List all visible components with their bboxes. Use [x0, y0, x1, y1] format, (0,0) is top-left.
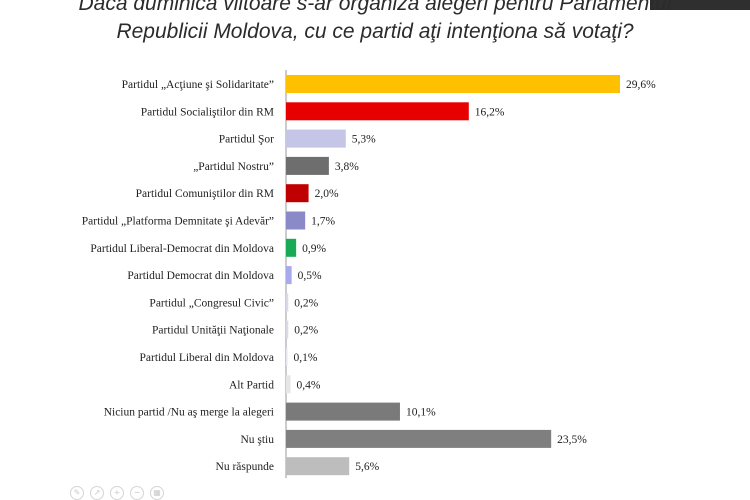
grid-icon[interactable]: ▦	[150, 486, 164, 500]
zoom-icon[interactable]: +	[110, 486, 124, 500]
bar	[286, 457, 350, 476]
bar	[286, 184, 309, 203]
pen-icon[interactable]: ✎	[70, 486, 84, 500]
category-label: Partidul „Congresul Civic”	[149, 297, 274, 309]
category-label: Partidul Şor	[219, 134, 274, 146]
category-label: „Partidul Nostru”	[193, 161, 274, 173]
value-label: 0,5%	[298, 270, 322, 282]
value-label: 29,6%	[626, 79, 656, 91]
bar	[286, 429, 552, 448]
value-label: 0,2%	[294, 297, 318, 309]
viewer-toolbar: ✎ ↗ + − ▦	[70, 486, 164, 500]
bar	[286, 102, 469, 121]
zoom-out-icon[interactable]: −	[130, 486, 144, 500]
category-label: Partidul „Platforma Demnitate şi Adevăr”	[82, 216, 274, 228]
bar	[286, 320, 289, 339]
category-label: Partidul Socialiştilor din RM	[141, 106, 274, 118]
category-label: Partidul Democrat din Moldova	[127, 270, 274, 282]
bar	[286, 156, 329, 175]
category-label: Partidul Unităţii Naţionale	[152, 325, 274, 337]
value-label: 1,7%	[311, 216, 335, 228]
bar	[286, 211, 306, 230]
value-label: 3,8%	[335, 161, 359, 173]
bar	[286, 293, 289, 312]
category-label: Nu răspunde	[216, 461, 274, 473]
value-label: 5,6%	[355, 461, 379, 473]
bar	[286, 266, 292, 285]
value-label: 0,9%	[302, 243, 326, 255]
category-label: Nu ştiu	[240, 434, 274, 446]
bar	[286, 75, 620, 93]
bar	[286, 129, 346, 148]
value-label: 0,2%	[294, 325, 318, 337]
category-label: Niciun partid /Nu aş merge la alegeri	[104, 407, 274, 419]
category-label: Partidul „Acţiune şi Solidaritate”	[122, 79, 274, 91]
value-label: 16,2%	[475, 106, 505, 118]
category-label: Alt Partid	[229, 379, 274, 391]
category-label: Partidul Comuniştilor din RM	[136, 188, 274, 200]
bar	[286, 348, 288, 366]
chart-title-line-2: Republicii Moldova, cu ce partid aţi int…	[116, 20, 634, 43]
chart-title: Dacă duminica viitoare s-ar organiza ale…	[0, 0, 750, 46]
chart-title-line-1: Dacă duminica viitoare s-ar organiza ale…	[78, 0, 672, 15]
category-label: Partidul Liberal din Moldova	[140, 352, 274, 364]
bar	[286, 402, 400, 421]
value-label: 0,4%	[297, 379, 321, 391]
value-label: 23,5%	[557, 434, 587, 446]
window-corner-tab	[650, 0, 750, 10]
bar	[286, 238, 297, 257]
bar	[286, 375, 291, 394]
share-icon[interactable]: ↗	[90, 486, 104, 500]
value-label: 10,1%	[406, 407, 436, 419]
value-label: 0,1%	[294, 352, 318, 364]
category-label: Partidul Liberal-Democrat din Moldova	[90, 243, 274, 255]
value-label: 5,3%	[352, 134, 376, 146]
value-label: 2,0%	[315, 188, 339, 200]
